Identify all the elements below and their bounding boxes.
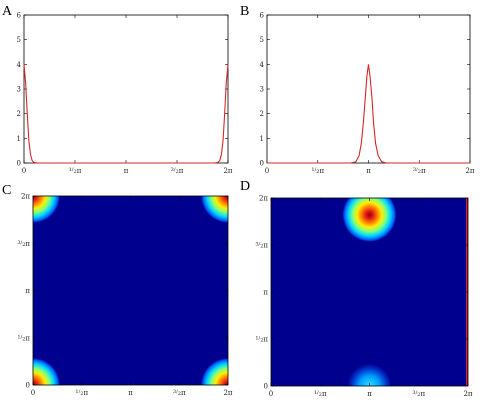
panel-a-ytick-label: 3 (17, 86, 21, 94)
panel-c-heat-peak (33, 358, 60, 385)
panel-b-line-chart: 0 1/2π π 3/2π 2π 0 1 2 3 4 5 6 (260, 12, 475, 176)
panel-label-d: D (240, 179, 250, 194)
panel-a-xtick-label: 2π (223, 167, 232, 175)
panel-a-xtick-label: 3/2π (171, 167, 184, 175)
panel-d-heat-peak (347, 364, 392, 386)
panel-d-xtick-label: π (367, 390, 372, 398)
panel-c-xtick-label: 0 (31, 389, 35, 397)
panel-label-a: A (2, 4, 13, 19)
panel-c-ytick-label: 3/2π (17, 240, 30, 248)
panel-d-xtick-label: 0 (269, 390, 273, 398)
panel-a-ytick-label: 2 (17, 110, 21, 118)
panel-c-xtick-label: 3/2π (173, 389, 186, 397)
panel-b-xtick-label: 0 (265, 167, 269, 175)
panel-a-ytick-label: 5 (17, 36, 21, 44)
panel-d-ytick-label: 0 (264, 383, 268, 391)
panel-label-c: C (2, 183, 11, 198)
panel-b-ytick-label: 1 (260, 135, 264, 143)
panel-b-ytick-label: 0 (260, 160, 264, 168)
panel-b-ytick-label: 5 (260, 36, 264, 44)
panel-c-heatmap: 0 1/2π π 3/2π 2π 0 1/2π π 3/2π 2π (17, 193, 233, 398)
panel-c-ytick-label: 0 (26, 382, 30, 390)
panel-d-ytick-label: π (263, 289, 268, 297)
panel-c-heat-peak (33, 196, 60, 223)
panel-c-ytick-label: 1/2π (17, 334, 30, 342)
panel-a-ytick-label: 1 (17, 135, 21, 143)
panel-b-ytick-label: 6 (260, 12, 265, 20)
panel-a-xtick-label: π (124, 167, 129, 175)
panel-d-ytick-label: 1/2π (255, 336, 268, 344)
panel-c-ytick-label: 2π (21, 193, 30, 201)
panel-b-xtick-label: 2π (465, 167, 474, 175)
panel-c-xtick-label: 2π (223, 389, 232, 397)
panel-a-xtick-label: 0 (22, 167, 26, 175)
panel-b-ytick-label: 3 (260, 86, 264, 94)
panel-d-xtick-label: 1/2π (314, 390, 327, 398)
panel-a-ytick-label: 0 (17, 160, 21, 168)
panel-c-xtick-label: 1/2π (75, 389, 88, 397)
panel-d-xtick-label: 3/2π (412, 390, 425, 398)
panel-b-plot-area (266, 14, 471, 164)
panel-d-ytick-label: 2π (259, 195, 268, 203)
panel-d-heat-peak (342, 198, 397, 242)
panel-c-xtick-label: π (128, 389, 133, 397)
panel-c-heat-peak (201, 358, 228, 385)
panel-b-xtick-label: 3/2π (413, 167, 426, 175)
panel-a-xtick-label: 1/2π (69, 167, 82, 175)
panel-b-ytick-label: 4 (260, 61, 265, 69)
panel-a-ytick-label: 6 (17, 12, 22, 20)
panel-a-series-line (23, 64, 229, 164)
panel-a-ytick-label: 4 (17, 61, 22, 69)
panel-b-xtick-label: π (366, 167, 371, 175)
panel-c-heat-peak (201, 196, 228, 223)
panel-b-xtick-label: 1/2π (311, 167, 324, 175)
panel-b-series-line (267, 64, 470, 164)
panel-label-b: B (240, 4, 249, 19)
panel-b-ytick-label: 2 (260, 110, 264, 118)
panel-a-line-chart: 0 1/2π π 3/2π 2π 0 1 2 3 4 5 6 (17, 12, 233, 176)
panel-d-xtick-label: 2π (463, 390, 472, 398)
panel-c-ytick-label: π (25, 287, 30, 295)
panel-c-heatmap-background (33, 196, 228, 385)
panel-d-heatmap: 0 1/2π π 3/2π 2π 0 1/2π π 3/2π 2π (255, 195, 473, 399)
panel-d-ytick-label: 3/2π (255, 242, 268, 250)
panel-a-plot-area (23, 14, 229, 164)
